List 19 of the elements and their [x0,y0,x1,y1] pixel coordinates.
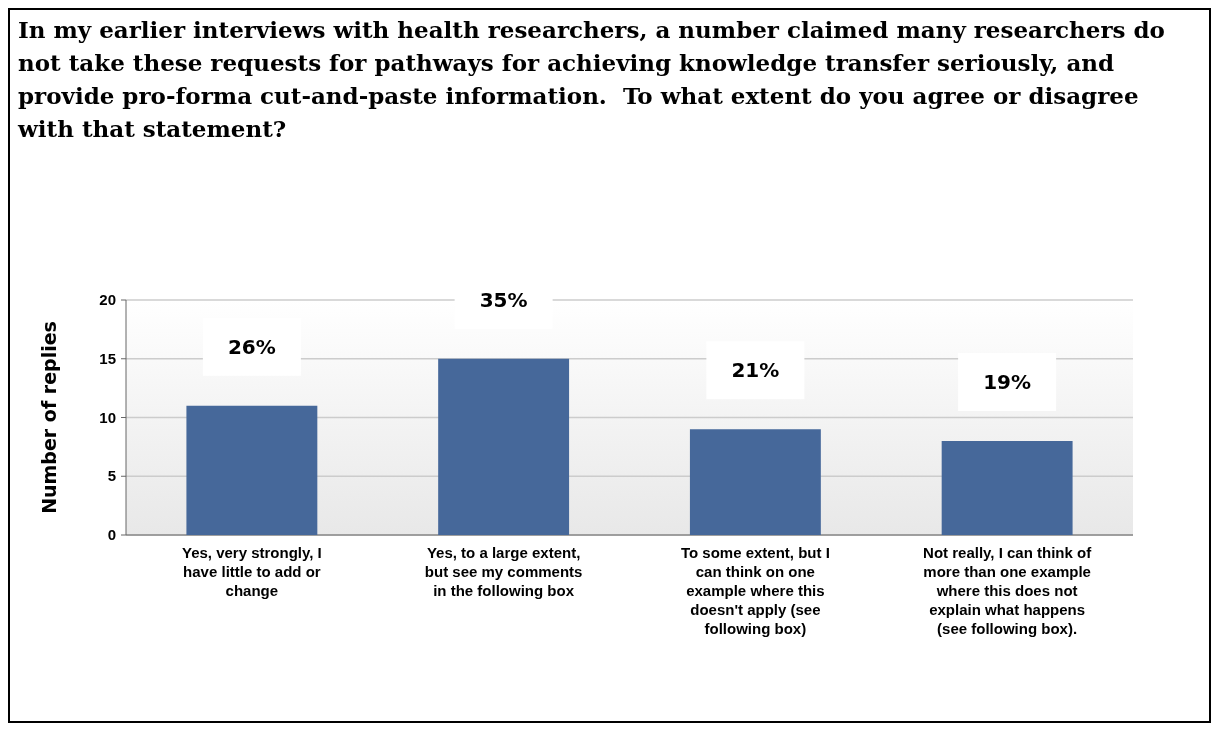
y-tick-label: 15 [99,349,116,367]
y-tick-label: 20 [99,291,116,308]
x-tick-label: Yes, to a large extent, but see my comments in the following box [424,544,583,599]
bar [438,358,570,535]
bar [689,429,821,535]
annotation: 21% [731,358,780,383]
annotation: 35% [479,287,528,312]
annotation: 26% [227,334,276,359]
y-tick-label: 0 [107,526,116,543]
bar [941,441,1073,535]
x-tick-label: Not really, I can think of more than one example where this does not explain what happens (see following box). [923,544,1093,637]
x-tick-label: To some extent, but I can think on one example where this doesn't apply (see following box) [680,544,830,637]
y-axis-title: Number of replies [38,321,60,514]
y-tick-label: 5 [107,467,116,485]
chart-title: In my earlier interviews with health researchers, a number claimed many researchers do not take these requests for pathways for achieving knowledge transfer seriously, and provide pro-forma cut-and-paste information. To what extent do you agree or disagree with that statement? [17,16,1165,142]
annotation: 19% [983,370,1032,394]
x-tick-label: Yes, very strongly, I have little to add or change [181,544,322,599]
bar [186,405,318,535]
y-tick-label: 10 [99,408,116,426]
